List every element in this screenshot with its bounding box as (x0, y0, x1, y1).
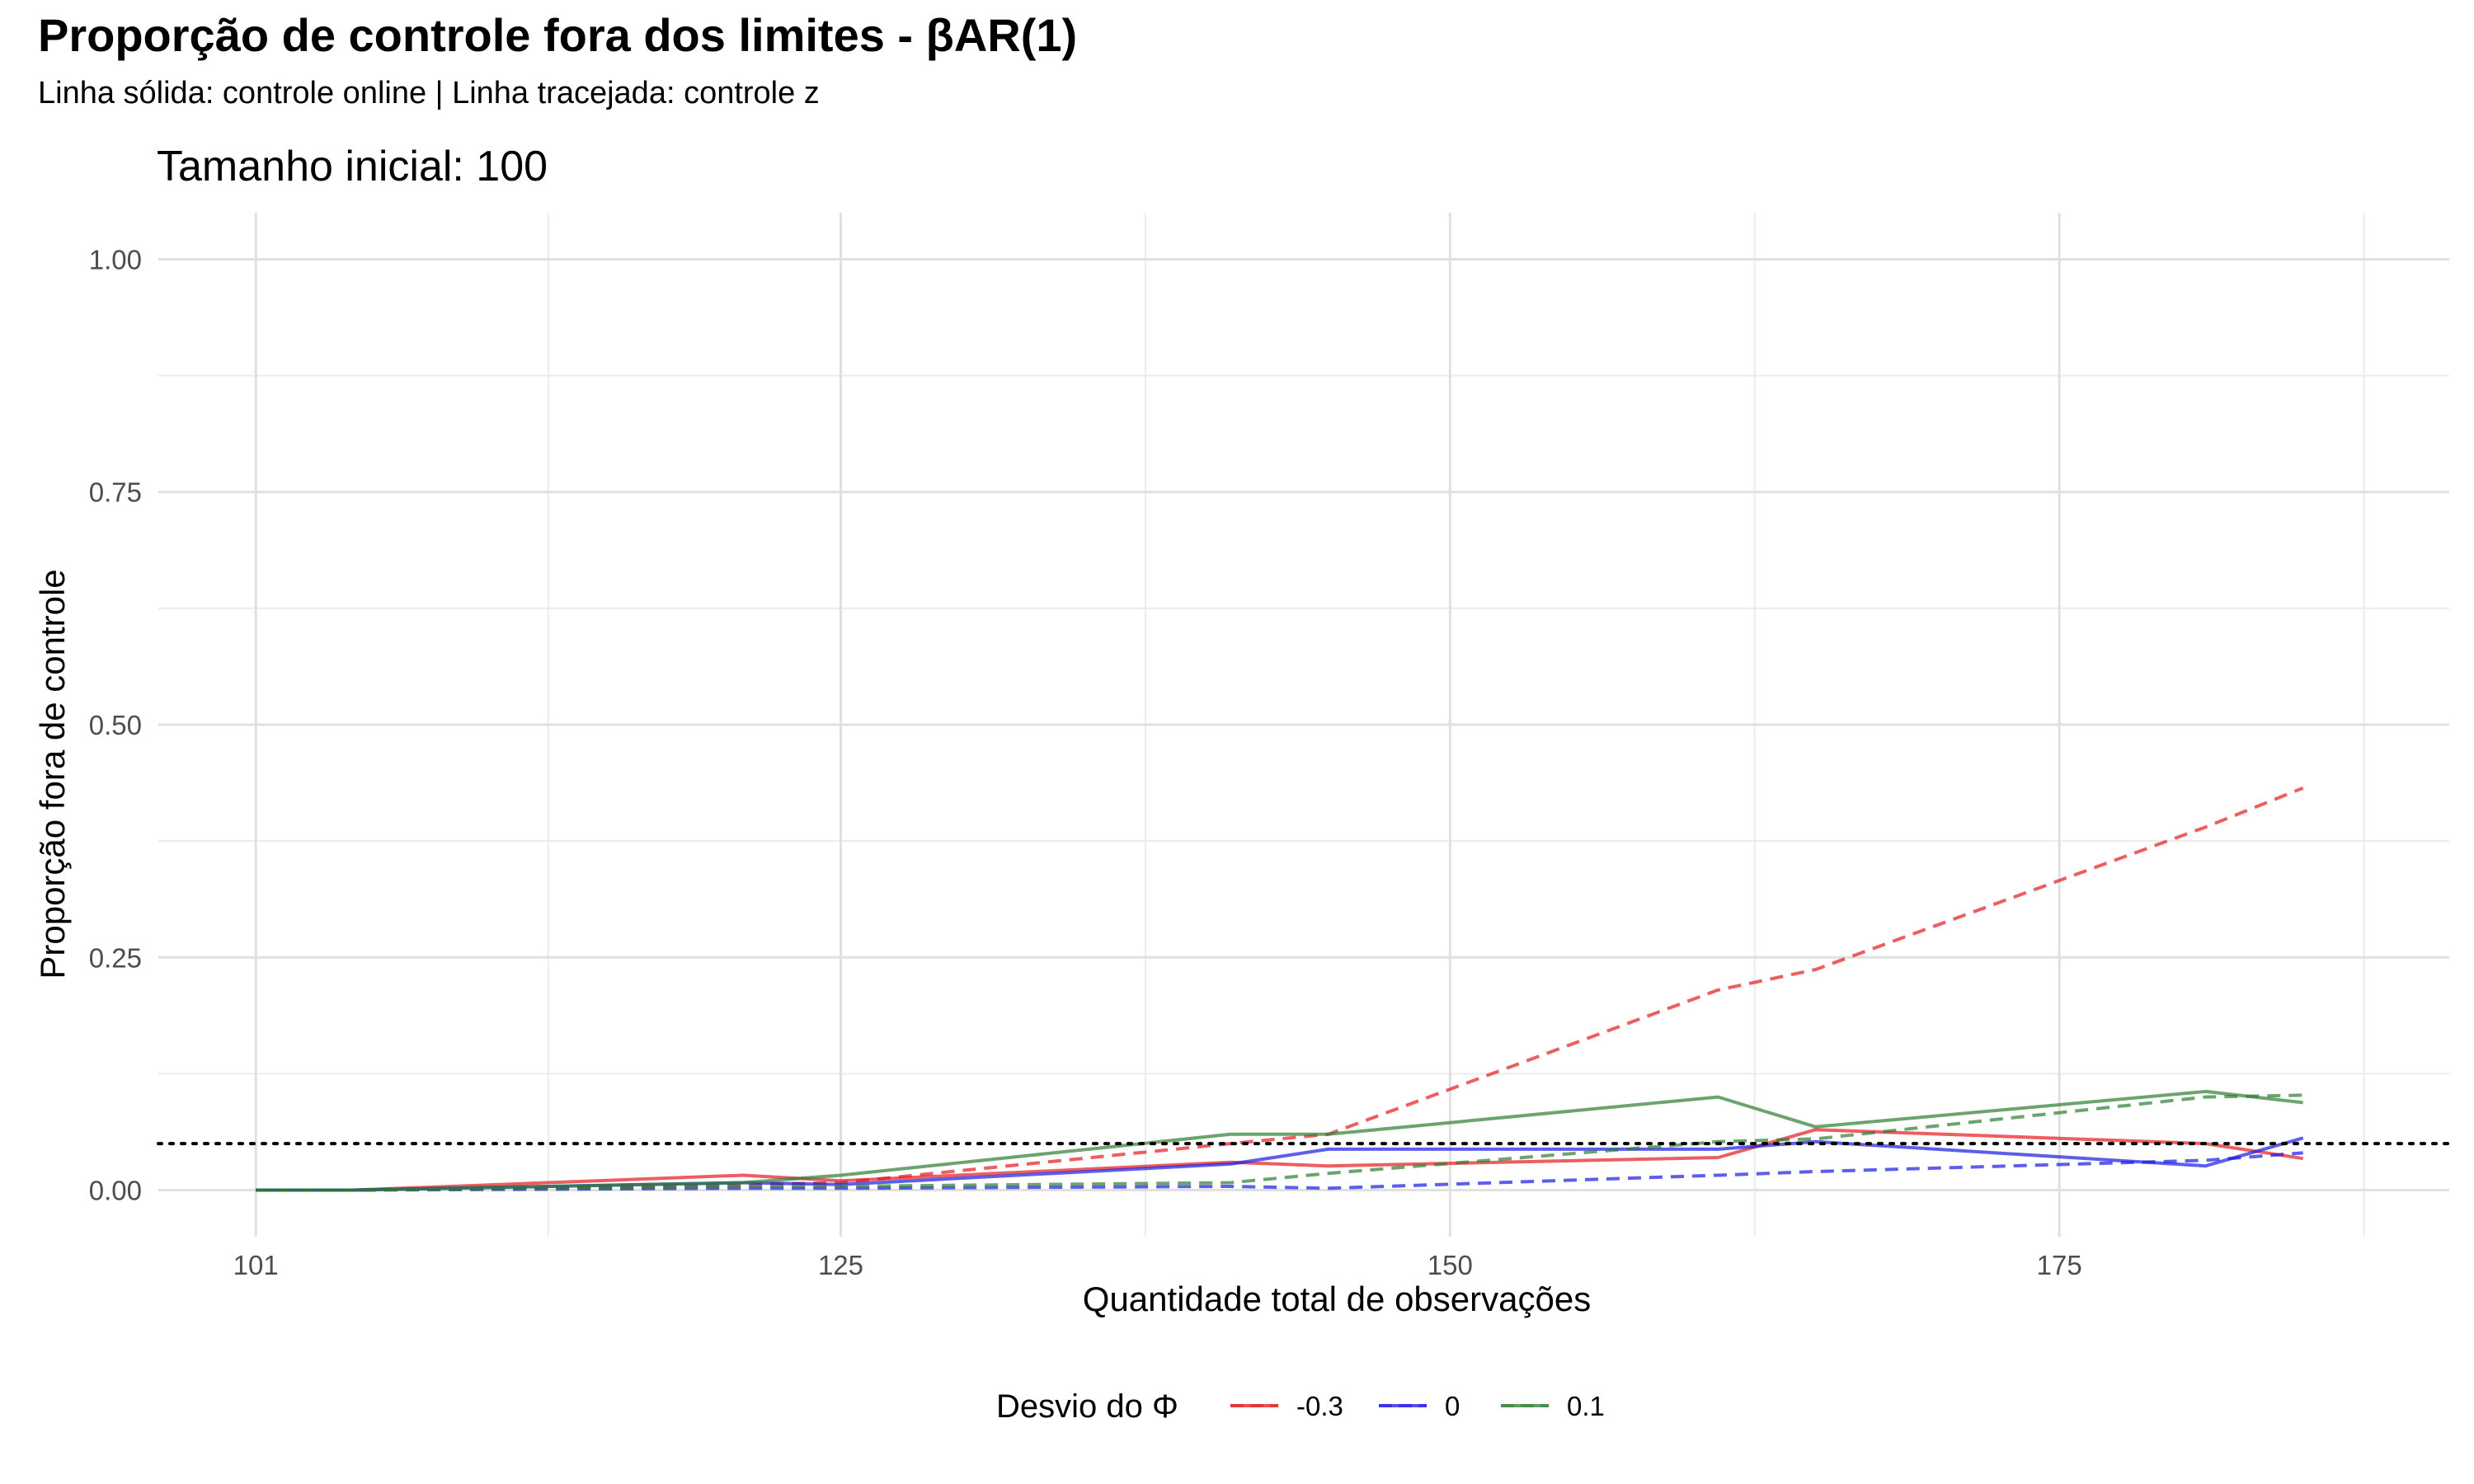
series-line-neg0p3-online (256, 1128, 2304, 1192)
x-tick-label: 175 (2037, 1250, 2082, 1280)
x-tick-label: 150 (1427, 1250, 1473, 1280)
legend-label: -0.3 (1296, 1391, 1343, 1421)
chart-title: Proporção de controle fora dos limites -… (38, 9, 1078, 61)
legend-label: 0.1 (1567, 1391, 1605, 1421)
y-tick-label: 0.75 (89, 477, 142, 508)
x-axis-title: Quantidade total de observações (1083, 1280, 1591, 1318)
series-line-neg0p3-z (256, 786, 2304, 1192)
legend-title: Desvio do Φ (996, 1388, 1178, 1425)
legend-label: 0 (1445, 1391, 1460, 1421)
x-tick-label: 125 (818, 1250, 863, 1280)
y-tick-label: 0.00 (89, 1176, 142, 1206)
chart-subtitle: Linha sólida: controle online | Linha tr… (38, 76, 820, 110)
y-tick-label: 0.25 (89, 942, 142, 973)
x-tick-label: 101 (233, 1250, 279, 1280)
y-tick-label: 0.50 (89, 710, 142, 740)
facet-label: Tamanho inicial: 100 (157, 143, 548, 190)
y-axis-title: Proporção fora de controle (33, 569, 72, 979)
series-line-0p1-online (256, 1089, 2303, 1192)
y-tick-label: 1.00 (89, 244, 142, 275)
legend-item: -0.3 (1230, 1391, 1343, 1421)
legend-item: 0.1 (1501, 1391, 1605, 1421)
legend-item: 0 (1379, 1391, 1460, 1421)
